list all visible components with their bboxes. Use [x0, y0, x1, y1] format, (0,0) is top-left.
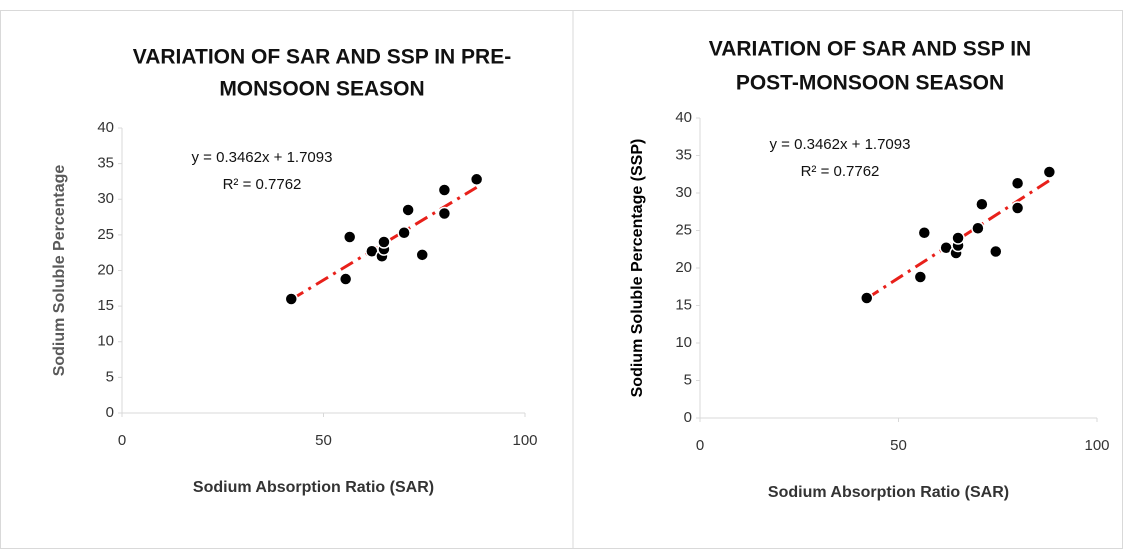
annotation: R² = 0.7762: [223, 176, 302, 193]
point: [437, 183, 452, 197]
point: [1010, 201, 1025, 215]
x-tick-label: 100: [1084, 437, 1109, 454]
x-tick-label: 0: [118, 432, 126, 449]
y-tick-label: 20: [675, 259, 692, 276]
point: [975, 197, 989, 211]
y-tick-label: 10: [675, 334, 692, 351]
x-tick-label: 50: [890, 437, 907, 454]
y-tick-label: 40: [675, 109, 692, 126]
point: [1010, 176, 1025, 190]
y-tick-label: 15: [675, 296, 692, 313]
y-tick-label: 40: [97, 119, 114, 136]
y-tick-label: 30: [675, 184, 692, 201]
y-tick-label: 0: [106, 404, 114, 421]
point: [377, 235, 391, 249]
chart-title: VARIATION OF SAR AND SSP IN: [709, 38, 1031, 61]
y-tick-label: 35: [675, 146, 692, 163]
annotation: y = 0.3462x + 1.7093: [192, 149, 333, 166]
y-axis-label: Sodium Soluble Percentage (SSP): [629, 139, 646, 398]
point: [415, 248, 429, 262]
y-tick-label: 30: [97, 190, 114, 207]
point: [401, 203, 415, 217]
y-tick-label: 35: [97, 155, 114, 172]
y-tick-label: 10: [97, 333, 114, 350]
point: [859, 291, 874, 305]
point: [342, 230, 357, 244]
point: [437, 206, 452, 221]
point: [338, 272, 353, 286]
x-tick-label: 100: [512, 432, 537, 449]
chart-title: POST-MONSOON SEASON: [736, 72, 1004, 95]
y-tick-label: 5: [684, 371, 692, 388]
point: [917, 226, 932, 240]
point: [989, 244, 1003, 259]
point: [913, 270, 928, 284]
point: [1042, 165, 1057, 179]
y-tick-label: 25: [97, 226, 114, 243]
y-tick-label: 0: [684, 409, 692, 426]
x-axis-label: Sodium Absorption Ratio (SAR): [193, 479, 434, 496]
x-axis-label: Sodium Absorption Ratio (SAR): [768, 484, 1009, 501]
x-tick-label: 0: [696, 437, 704, 454]
chart-title: MONSOON SEASON: [219, 78, 424, 101]
point: [284, 292, 299, 306]
y-tick-label: 15: [97, 297, 114, 314]
annotation: y = 0.3462x + 1.7093: [770, 136, 911, 153]
y-axis-label: Sodium Soluble Percentage: [51, 165, 68, 377]
y-tick-label: 5: [106, 368, 114, 385]
y-tick-label: 20: [97, 261, 114, 278]
point: [971, 221, 985, 235]
annotation: R² = 0.7762: [801, 163, 880, 180]
y-tick-label: 25: [675, 221, 692, 238]
chart-title: VARIATION OF SAR AND SSP IN PRE-: [133, 46, 511, 69]
point: [397, 225, 411, 240]
x-tick-label: 50: [315, 432, 332, 449]
point: [469, 172, 484, 187]
point: [951, 231, 965, 245]
